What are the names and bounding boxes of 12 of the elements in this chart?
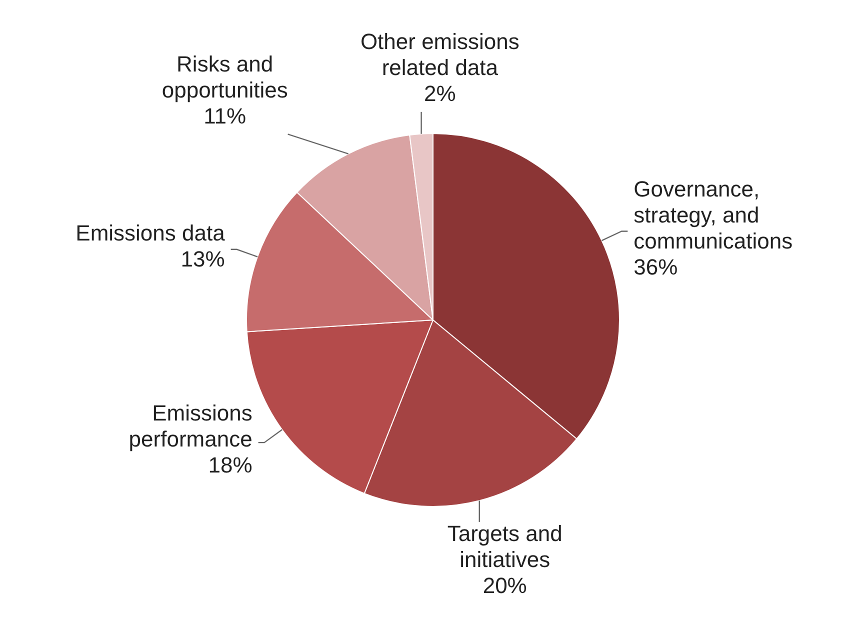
slice-label: Targets and initiatives <box>447 521 562 572</box>
data-label: 20% <box>482 573 527 598</box>
data-label: 36% <box>634 254 678 280</box>
slice-label: Emissions performance <box>128 400 252 452</box>
slice-label: Risks and opportunities <box>162 51 288 102</box>
slice-label: Emissions data <box>76 220 226 246</box>
data-label: 2% <box>424 80 456 106</box>
data-label: 13% <box>180 246 225 272</box>
data-label: 11% <box>204 103 246 128</box>
slice-label: Other emissions related data <box>360 28 520 80</box>
data-label: 18% <box>208 452 252 478</box>
slice-label: Governance, strategy, and communications <box>634 176 793 254</box>
